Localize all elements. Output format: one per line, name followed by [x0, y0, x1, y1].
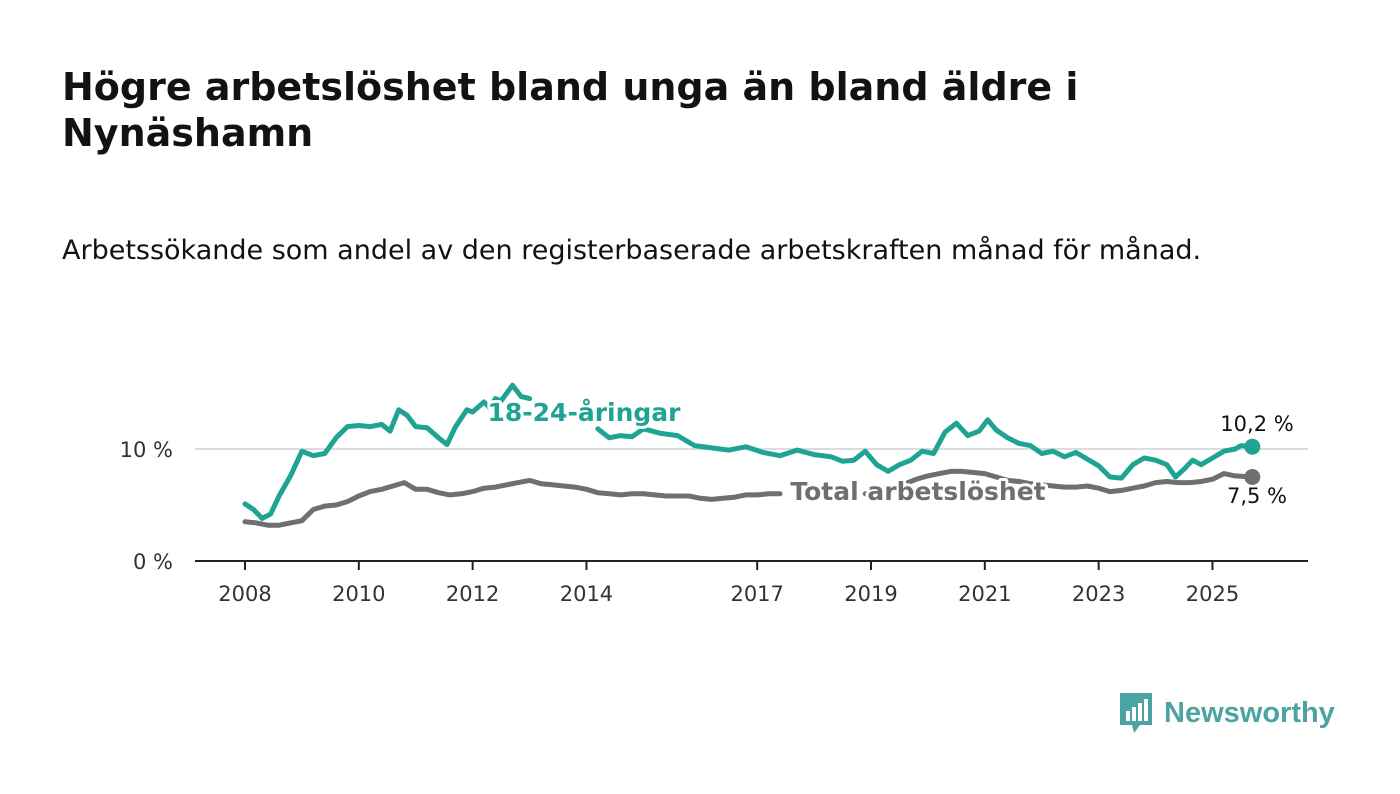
series-line-total — [862, 468, 1255, 497]
x-tick-label: 2008 — [218, 582, 271, 606]
x-tick-label: 2017 — [730, 582, 783, 606]
series-line-18-24 — [242, 382, 533, 521]
series-labels: 18-24-åringar Total arbetslöshet 10,2 % 7,5… — [485, 395, 1294, 509]
x-tick-label: 2025 — [1186, 582, 1239, 606]
newsworthy-logo[interactable]: Newsworthy — [1118, 690, 1335, 736]
end-label-18-24: 10,2 % — [1220, 412, 1293, 436]
y-axis-ticks: 0 % 10 % — [120, 438, 173, 574]
series-label-18-24: 18-24-åringar — [488, 398, 682, 427]
series-lines — [242, 382, 1261, 528]
chart-subtitle: Arbetssökande som andel av den registerb… — [62, 235, 1202, 266]
x-tick-label: 2012 — [446, 582, 499, 606]
endpoint-marker-total — [1244, 469, 1261, 485]
endpoint-marker-18-24 — [1244, 438, 1261, 455]
x-tick-label: 2014 — [560, 582, 613, 606]
newsworthy-logo-text: Newsworthy — [1164, 696, 1335, 729]
x-tick-label: 2023 — [1072, 582, 1125, 606]
x-tick-label: 2021 — [958, 582, 1011, 606]
series-line-18-24 — [595, 417, 1255, 481]
series-line-total — [242, 477, 783, 528]
end-label-total: 7,5 % — [1227, 484, 1287, 508]
newsworthy-logo-icon — [1118, 691, 1154, 735]
chart-title: Högre arbetslöshet bland unga än bland ä… — [62, 65, 1079, 155]
x-tick-label: 2019 — [844, 582, 897, 606]
y-tick-label: 0 % — [133, 550, 173, 574]
series-label-total: Total arbetslöshet — [790, 477, 1045, 506]
x-axis-ticks: 2008 2010 2012 2014 2017 2019 2021 2023 2025 — [218, 561, 1239, 606]
y-tick-label: 10 % — [120, 438, 173, 462]
x-tick-label: 2010 — [332, 582, 385, 606]
